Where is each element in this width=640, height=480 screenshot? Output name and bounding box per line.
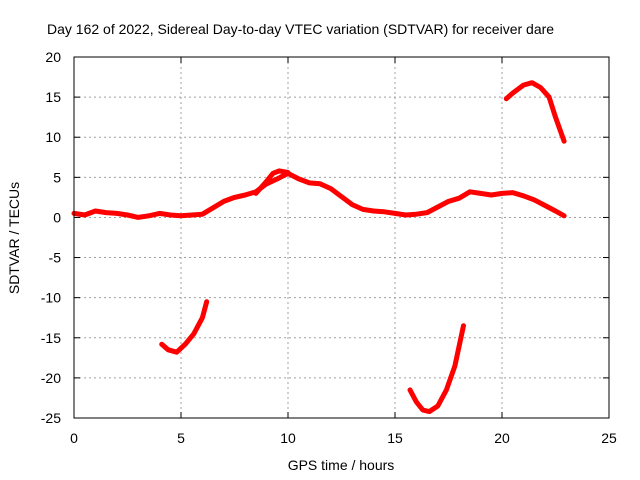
y-tick-label: -20 [41,370,61,386]
y-tick-label: 5 [53,169,61,185]
x-axis-label: GPS time / hours [288,457,395,473]
data-series [71,80,567,415]
y-tick-label: 20 [45,49,61,65]
y-tick-label: 0 [53,209,61,225]
y-tick-label: -5 [49,250,62,266]
y-tick-label: 15 [45,89,61,105]
series-arc-16-to-18 [407,323,466,415]
y-tick-label: 10 [45,129,61,145]
series-arc-4-to-6 [159,299,210,355]
plot-frame [73,56,610,419]
x-tick-label: 15 [387,430,403,446]
y-axis-label: SDTVAR / TECUs [6,182,22,294]
series-main [71,170,567,220]
x-tick-label: 25 [601,430,617,446]
y-tick-label: -10 [41,290,61,306]
series-arc-20-to-23 [503,80,567,144]
x-tick-label: 20 [494,430,510,446]
x-tick-label: 10 [280,430,296,446]
x-tick-label: 0 [70,430,78,446]
series-upper-branch [253,168,291,196]
x-tick-label: 5 [177,430,185,446]
y-tick-label: -15 [41,330,61,346]
axis-ticks: 0 5 10 15 20 25 20 15 10 5 0 -5 -10 -15 -20 -25 [41,49,617,446]
y-tick-label: -25 [41,410,61,426]
chart-title: Day 162 of 2022, Sidereal Day-to-day VTE… [47,21,554,37]
gridlines [74,57,609,418]
